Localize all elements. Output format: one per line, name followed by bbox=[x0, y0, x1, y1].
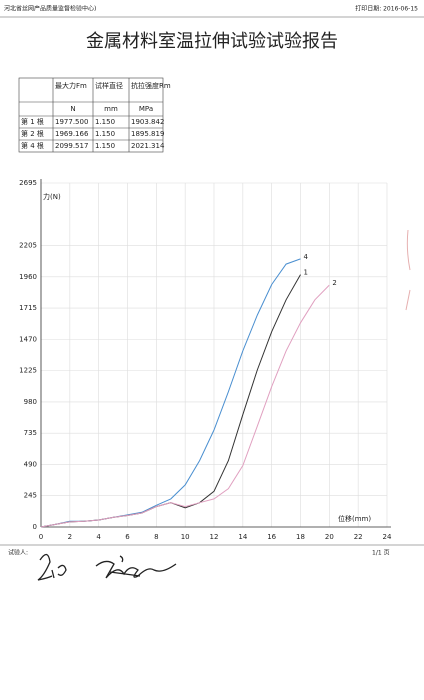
x-tick-label: 8 bbox=[154, 533, 158, 541]
table-unit: mm bbox=[104, 105, 118, 113]
scan-mark bbox=[405, 229, 411, 311]
y-tick-label: 2695 bbox=[19, 179, 37, 187]
table-header: 抗拉强度Rm bbox=[131, 81, 171, 90]
y-tick-label: 735 bbox=[24, 429, 37, 437]
print-date: 打印日期: 2016-06-15 bbox=[355, 5, 418, 13]
table-border bbox=[18, 77, 164, 153]
series-label: 2 bbox=[332, 279, 336, 287]
x-tick-label: 18 bbox=[296, 533, 305, 541]
table-cell: 2021.314 bbox=[131, 142, 165, 150]
x-tick-label: 24 bbox=[383, 533, 392, 541]
signature bbox=[37, 553, 67, 581]
x-tick-label: 22 bbox=[354, 533, 363, 541]
y-tick-label: 245 bbox=[24, 492, 37, 500]
table-cell: 第 4 根 bbox=[21, 141, 44, 150]
x-tick-label: 4 bbox=[96, 533, 101, 541]
y-tick-label: 0 bbox=[33, 523, 37, 531]
x-tick-label: 16 bbox=[267, 533, 276, 541]
y-tick-label: 490 bbox=[24, 460, 37, 468]
x-axis-label: 位移(mm) bbox=[338, 514, 371, 523]
signature bbox=[95, 555, 177, 579]
x-tick-label: 14 bbox=[238, 533, 247, 541]
table-unit: MPa bbox=[139, 105, 153, 113]
series-label: 4 bbox=[304, 253, 309, 261]
table-cell: 2099.517 bbox=[55, 142, 88, 150]
x-tick-label: 12 bbox=[210, 533, 219, 541]
header-org: 河北省丝网产品质量监督检验中心) bbox=[4, 5, 96, 13]
y-tick-label: 1470 bbox=[19, 335, 37, 343]
table-cell: 1903.842 bbox=[131, 118, 164, 126]
y-tick-label: 2205 bbox=[19, 242, 37, 250]
table-header: 最大力Fm bbox=[55, 81, 87, 90]
table-cell: 1.150 bbox=[95, 118, 115, 126]
y-tick-label: 980 bbox=[24, 398, 37, 406]
table-header: 试样直径 bbox=[95, 81, 123, 90]
y-tick-label: 1715 bbox=[19, 304, 37, 312]
table-cell: 1.150 bbox=[95, 142, 115, 150]
page-number: 1/1 页 bbox=[372, 550, 390, 557]
tester-label: 试验人: bbox=[8, 549, 28, 557]
table-cell: 1977.500 bbox=[55, 118, 88, 126]
report-title: 金属材料室温拉伸试验试验报告 bbox=[86, 31, 338, 52]
table-cell: 1969.166 bbox=[55, 130, 89, 138]
x-tick-label: 6 bbox=[125, 533, 130, 541]
table-unit: N bbox=[70, 105, 75, 113]
y-tick-label: 1225 bbox=[19, 367, 37, 375]
x-tick-label: 20 bbox=[325, 533, 334, 541]
series-line bbox=[40, 284, 330, 528]
table-cell: 第 2 根 bbox=[21, 129, 44, 138]
table-cell: 1.150 bbox=[95, 130, 115, 138]
x-tick-label: 2 bbox=[68, 533, 72, 541]
x-tick-label: 0 bbox=[39, 533, 43, 541]
x-tick-label: 10 bbox=[181, 533, 190, 541]
table-cell: 1895.819 bbox=[131, 130, 164, 138]
series-label: 1 bbox=[304, 269, 308, 277]
y-axis-label: 力(N) bbox=[43, 192, 61, 201]
y-tick-label: 1960 bbox=[19, 273, 37, 281]
table-cell: 第 1 根 bbox=[21, 117, 44, 126]
